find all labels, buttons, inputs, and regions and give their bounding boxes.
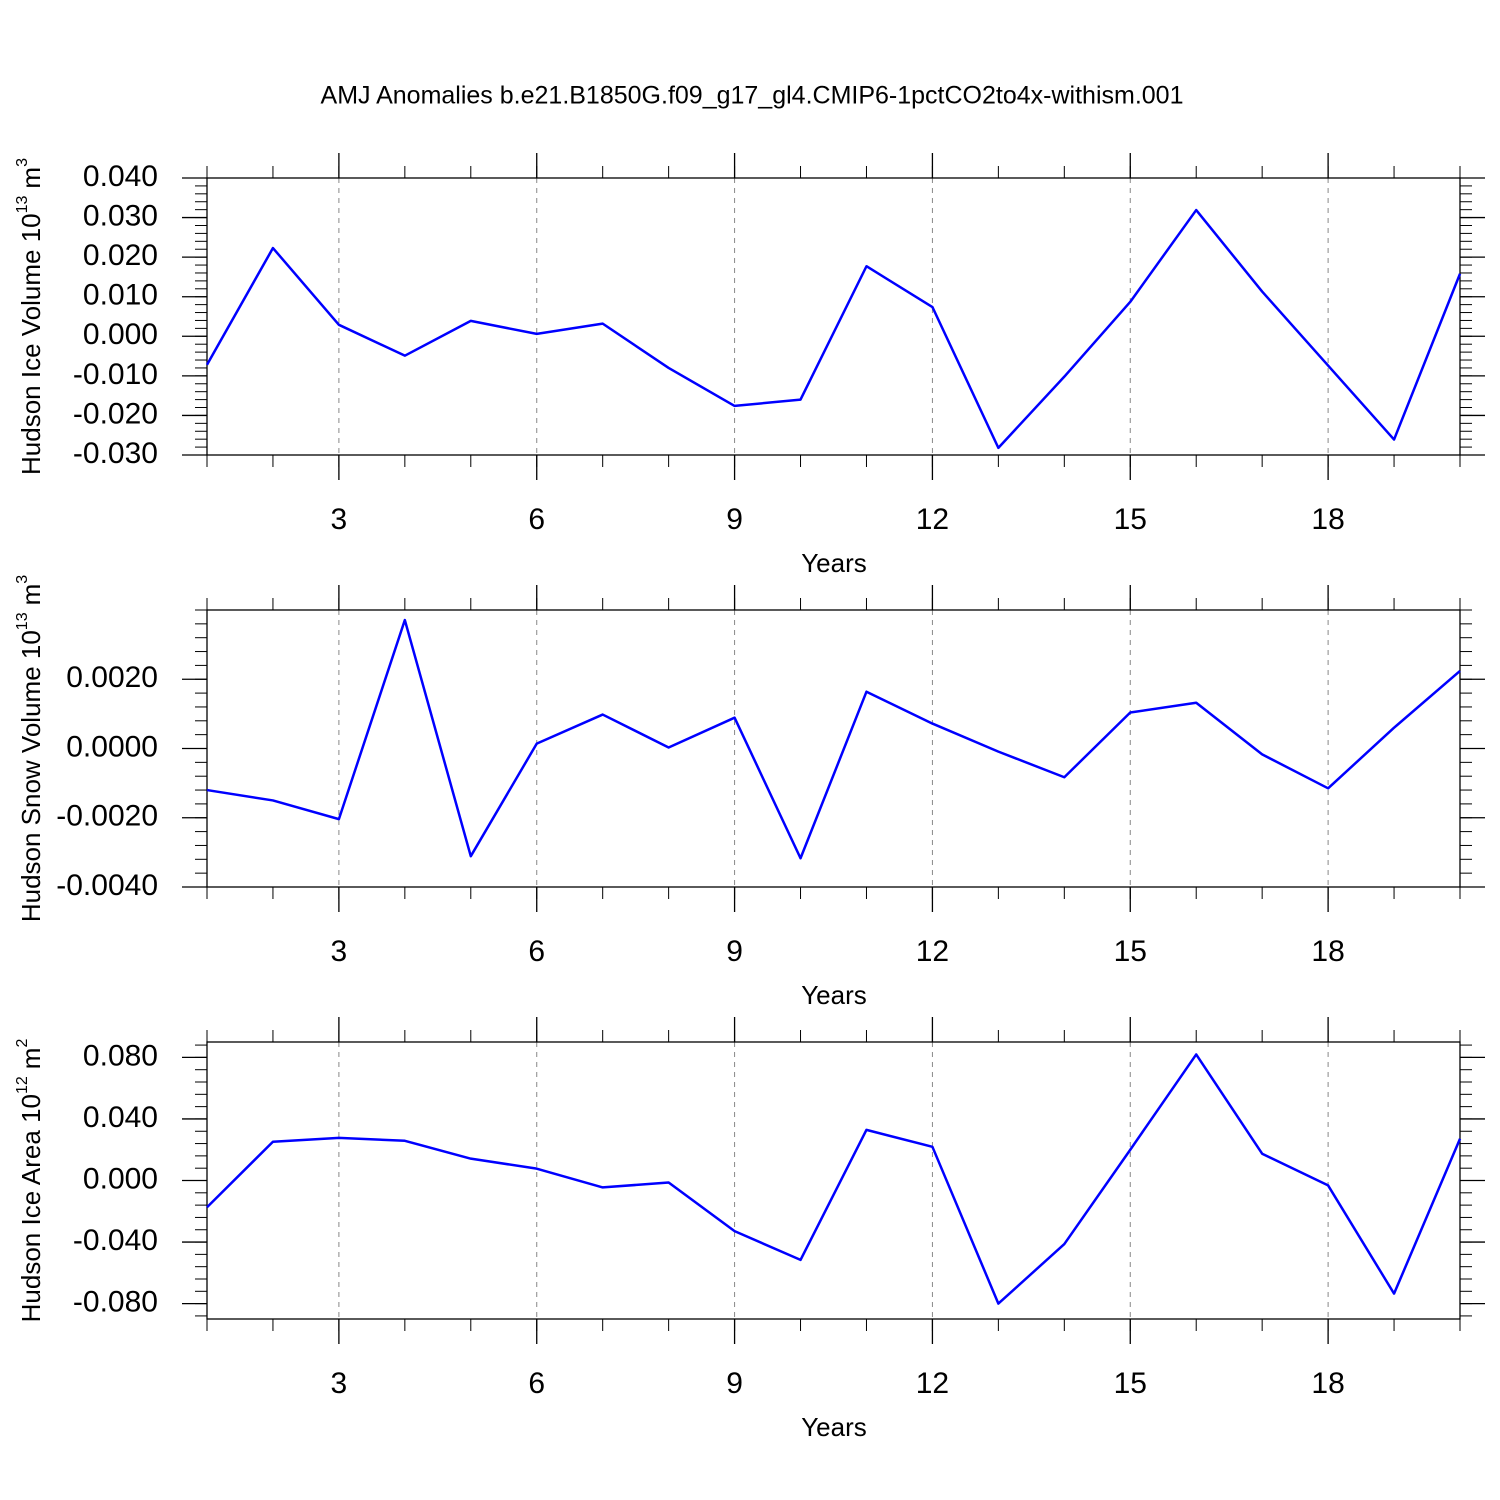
y-tick-label: 0.080 [83, 1039, 158, 1072]
plot-frame [206, 177, 1461, 456]
data-line [206, 618, 1461, 860]
y-label-unit-exp: 3 [14, 575, 31, 584]
x-axis-label: Years [801, 980, 867, 1010]
x-tick-label: 3 [331, 1367, 348, 1400]
chart-title: AMJ Anomalies b.e21.B1850G.f09_g17_gl4.C… [321, 82, 1184, 110]
y-tick-label: -0.040 [73, 1224, 158, 1257]
y-axis-label: Hudson Ice Volume 1013 m3 [14, 158, 46, 475]
x-tick-label: 15 [1114, 935, 1147, 968]
y-axis-label: Hudson Snow Volume 1013 m3 [14, 575, 46, 922]
y-label-exp: 13 [14, 612, 31, 630]
x-tick-label: 3 [331, 503, 348, 536]
y-tick-label: 0.0020 [66, 661, 158, 694]
y-tick-label: 0.010 [83, 279, 158, 312]
x-tick-label: 6 [528, 935, 545, 968]
x-tick-label: 12 [916, 1367, 949, 1400]
x-tick-label: 9 [726, 503, 743, 536]
y-label-unit-exp: 2 [14, 1039, 31, 1048]
y-tick-label: -0.0020 [56, 800, 158, 833]
y-tick-label: 0.030 [83, 199, 158, 232]
x-tick-label: 18 [1311, 503, 1344, 536]
x-tick-label: 18 [1311, 1367, 1344, 1400]
x-tick-label: 18 [1311, 935, 1344, 968]
y-tick-label: -0.020 [73, 397, 158, 430]
y-label-unit: m [16, 584, 46, 606]
y-label-text: Hudson Ice Area 10 [16, 1094, 46, 1322]
x-axis-label: Years [801, 548, 867, 578]
y-tick-label: 0.000 [83, 318, 158, 351]
y-label-unit-exp: 3 [14, 158, 31, 167]
y-label-unit: m [16, 1048, 46, 1070]
y-tick-label: 0.040 [83, 160, 158, 193]
y-label-text: Hudson Snow Volume 10 [16, 630, 46, 922]
x-tick-label: 15 [1114, 503, 1147, 536]
y-tick-label: -0.010 [73, 358, 158, 391]
y-tick-label: 0.040 [83, 1101, 158, 1134]
x-tick-label: 9 [726, 1367, 743, 1400]
y-label-exp: 12 [14, 1076, 31, 1094]
y-tick-label: 0.000 [83, 1162, 158, 1195]
x-tick-label: 12 [916, 503, 949, 536]
y-tick-label: -0.0040 [56, 869, 158, 902]
plot-frame [206, 1041, 1461, 1320]
data-line [206, 1053, 1462, 1305]
x-tick-label: 9 [726, 935, 743, 968]
y-label-unit: m [16, 167, 46, 189]
y-label-exp: 13 [14, 195, 31, 213]
x-tick-label: 6 [528, 503, 545, 536]
y-tick-label: -0.030 [73, 437, 158, 470]
x-axis-label: Years [801, 1412, 867, 1442]
y-label-text: Hudson Ice Volume 10 [16, 213, 46, 475]
y-tick-label: 0.020 [83, 239, 158, 272]
x-tick-label: 3 [331, 935, 348, 968]
y-tick-label: -0.080 [73, 1286, 158, 1319]
x-tick-label: 15 [1114, 1367, 1147, 1400]
data-line [205, 208, 1462, 450]
y-axis-label: Hudson Ice Area 1012 m2 [14, 1039, 46, 1323]
x-tick-label: 12 [916, 935, 949, 968]
y-tick-label: 0.0000 [66, 730, 158, 763]
x-tick-label: 6 [528, 1367, 545, 1400]
